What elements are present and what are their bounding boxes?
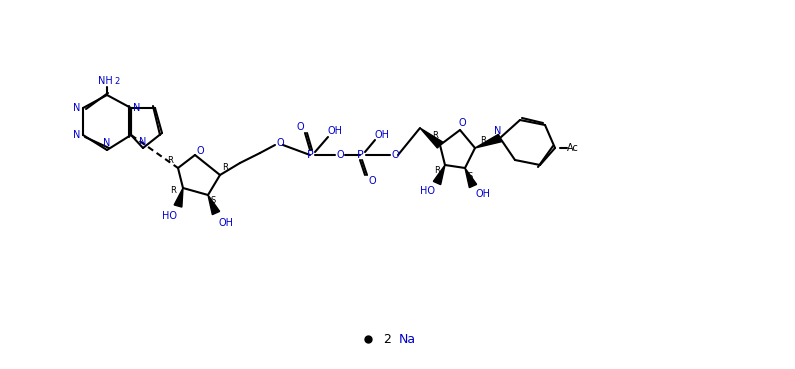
Text: N: N [103,138,111,148]
Text: N: N [73,103,80,113]
Text: R: R [222,162,228,172]
Polygon shape [475,134,502,148]
Text: N: N [139,137,147,147]
Text: Na: Na [399,333,416,346]
Text: O: O [196,146,204,156]
Text: OH: OH [475,189,491,199]
Polygon shape [174,188,183,207]
Text: R: R [434,166,440,175]
Polygon shape [208,195,219,215]
Text: HO: HO [161,211,176,221]
Text: O: O [297,122,304,132]
Text: R: R [170,186,176,194]
Text: P: P [357,150,363,160]
Text: NH: NH [98,76,112,86]
Text: Ac: Ac [567,143,579,153]
Text: OH: OH [374,130,390,140]
Polygon shape [465,168,477,187]
Polygon shape [433,165,445,184]
Text: N: N [134,103,141,113]
Text: HO: HO [420,186,435,196]
Text: 2: 2 [114,76,119,86]
Text: R: R [480,135,486,145]
Text: P: P [307,150,313,160]
Text: N: N [494,126,502,136]
Text: S: S [211,196,215,204]
Text: 2: 2 [383,333,391,346]
Text: O: O [336,150,343,160]
Text: O: O [458,118,466,128]
Text: OH: OH [219,218,234,228]
Text: O: O [276,138,284,148]
Text: O: O [391,150,399,160]
Text: R: R [432,131,438,139]
Text: N: N [73,130,80,140]
Text: R: R [167,155,173,165]
Text: OH: OH [328,126,343,136]
Text: O: O [368,176,376,186]
Polygon shape [420,128,443,148]
Text: S: S [467,172,472,180]
